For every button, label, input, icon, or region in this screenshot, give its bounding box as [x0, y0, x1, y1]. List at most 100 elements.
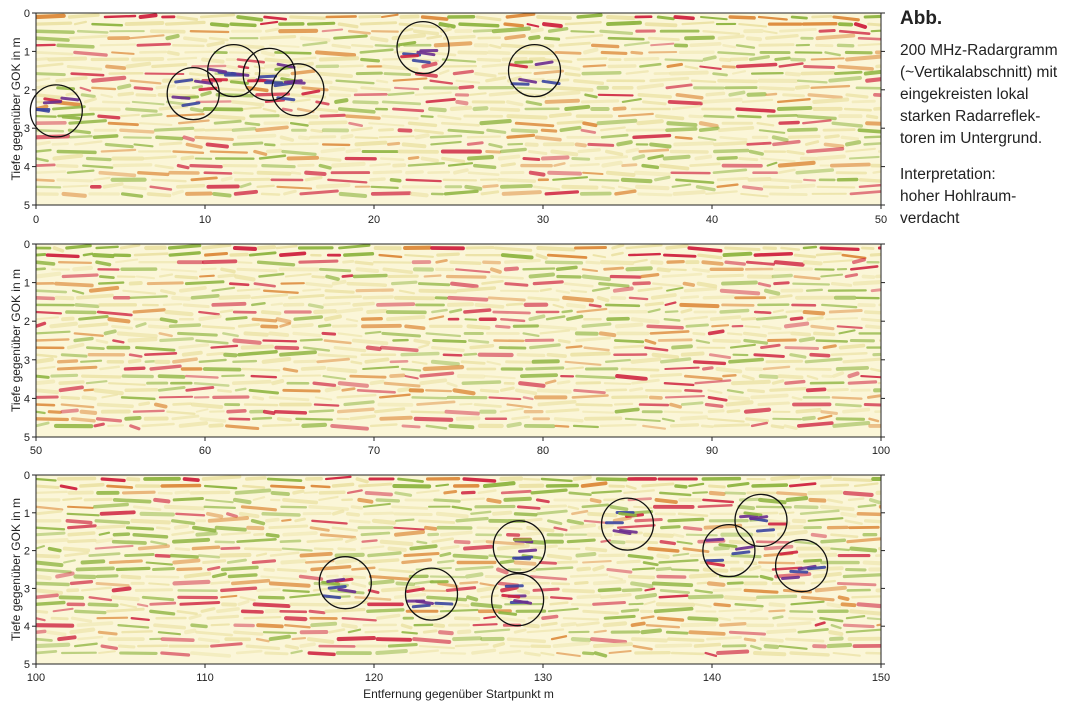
reflection-stroke	[581, 322, 612, 328]
reflection-stroke	[201, 259, 238, 265]
reflection-stroke	[527, 296, 560, 302]
reflection-stroke	[836, 43, 855, 48]
reflection-stroke	[57, 635, 77, 642]
reflection-stroke	[36, 505, 64, 511]
reflection-stroke	[252, 496, 266, 501]
reflection-stroke	[262, 409, 276, 416]
reflection-stroke	[672, 533, 685, 538]
reflection-stroke	[158, 332, 173, 338]
reflection-stroke	[568, 491, 592, 497]
reflection-stroke	[308, 609, 326, 615]
reflection-stroke	[135, 275, 156, 280]
reflection-stroke	[832, 421, 871, 428]
reflection-stroke	[746, 388, 766, 394]
reflection-stroke	[237, 65, 250, 70]
reflection-stroke	[73, 574, 97, 580]
reflection-stroke	[65, 244, 92, 250]
reflection-stroke	[378, 128, 395, 132]
reflection-stroke	[556, 380, 571, 385]
reflection-stroke	[845, 140, 862, 147]
reflection-stroke	[112, 498, 152, 504]
strong-reflector-stroke	[60, 96, 80, 102]
reflection-stroke	[844, 273, 859, 278]
reflection-stroke	[659, 491, 692, 497]
reflection-stroke	[482, 260, 501, 265]
reflection-stroke	[611, 244, 625, 250]
reflection-stroke	[149, 185, 173, 191]
reflection-stroke	[47, 410, 62, 414]
reflection-stroke	[360, 86, 391, 92]
reflection-stroke	[632, 644, 653, 651]
reflection-stroke	[198, 310, 220, 316]
reflection-stroke	[494, 246, 533, 252]
reflection-stroke	[133, 143, 154, 148]
reflection-stroke	[777, 160, 816, 168]
reflection-stroke	[77, 635, 104, 641]
reflection-stroke	[135, 322, 147, 328]
reflection-stroke	[371, 518, 397, 525]
reflection-stroke	[149, 29, 186, 34]
reflection-stroke	[777, 168, 796, 174]
reflection-stroke	[565, 366, 584, 371]
strong-reflector-stroke	[618, 512, 638, 517]
reflection-stroke	[318, 163, 332, 170]
reflection-stroke	[319, 156, 342, 162]
reflection-stroke	[108, 559, 143, 565]
reflection-stroke	[544, 379, 557, 385]
reflection-stroke	[713, 141, 748, 147]
reflection-stroke	[324, 386, 341, 393]
reflection-stroke	[100, 477, 126, 483]
reflection-stroke	[378, 253, 403, 259]
reflection-stroke	[693, 360, 727, 366]
reflection-stroke	[708, 353, 732, 360]
reflection-stroke	[60, 353, 88, 358]
reflection-stroke	[391, 280, 418, 286]
reflection-stroke	[701, 366, 714, 371]
reflection-stroke	[796, 114, 837, 121]
reflection-stroke	[217, 273, 236, 279]
reflection-stroke	[36, 417, 69, 422]
reflection-stroke	[803, 65, 836, 69]
reflection-stroke	[216, 607, 240, 614]
reflection-stroke	[806, 147, 845, 154]
reflection-stroke	[36, 252, 47, 257]
reflection-stroke	[530, 27, 544, 34]
reflection-stroke	[841, 253, 867, 260]
reflection-stroke	[712, 148, 750, 154]
reflection-stroke	[73, 140, 103, 146]
y-tick-label: 0	[24, 470, 30, 482]
reflection-stroke	[226, 512, 238, 519]
reflection-stroke	[125, 526, 155, 531]
reflection-stroke	[466, 595, 479, 602]
reflection-stroke	[717, 78, 759, 84]
reflection-stroke	[467, 339, 490, 344]
reflection-stroke	[717, 51, 756, 56]
reflection-stroke	[500, 489, 532, 495]
reflection-stroke	[262, 423, 300, 428]
x-tick-label: 130	[534, 672, 552, 684]
reflection-stroke	[36, 388, 59, 395]
reflection-stroke	[210, 344, 239, 349]
reflection-stroke	[561, 588, 595, 594]
y-axis-label: Tiefe gegenüber GOK in m	[9, 38, 23, 181]
reflection-stroke	[605, 170, 636, 177]
reflection-stroke	[455, 416, 481, 421]
reflection-stroke	[387, 141, 401, 146]
reflection-stroke	[777, 374, 804, 380]
reflection-stroke	[225, 77, 256, 82]
reflection-stroke	[441, 156, 466, 164]
reflection-stroke	[171, 414, 200, 421]
reflection-stroke	[707, 329, 725, 336]
reflection-stroke	[334, 557, 359, 565]
reflection-stroke	[737, 504, 756, 511]
reflection-stroke	[857, 43, 881, 47]
reflection-stroke	[633, 505, 653, 509]
reflection-stroke	[72, 265, 94, 272]
reflection-stroke	[664, 58, 704, 63]
reflection-stroke	[435, 258, 448, 264]
reflection-stroke	[429, 79, 454, 85]
strong-reflector-stroke	[400, 54, 420, 59]
reflection-stroke	[429, 575, 466, 579]
reflection-stroke	[877, 246, 881, 250]
reflection-stroke	[36, 637, 53, 642]
